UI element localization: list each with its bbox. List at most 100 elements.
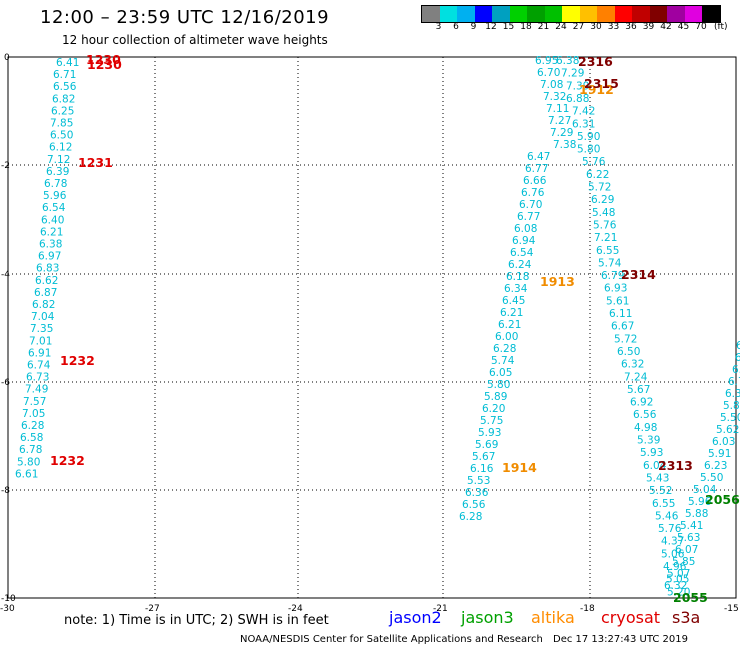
wave-height-value: 6.34	[504, 283, 528, 295]
wave-height-value: 5.72	[588, 182, 611, 194]
wave-height-value: 7.42	[572, 106, 595, 118]
satellite-legend-item: cryosat	[601, 608, 661, 627]
page-subtitle: 12 hour collection of altimeter wave hei…	[62, 33, 328, 47]
wave-height-value: 6.36	[465, 487, 489, 499]
color-scale-label: 15	[502, 22, 515, 32]
pass-time-label: 1913	[540, 274, 575, 289]
wave-height-value: 5.76	[582, 156, 606, 168]
wave-height-value: 6.54	[510, 247, 534, 259]
wave-height-value: 5.67	[472, 451, 495, 463]
wave-height-value: 5.43	[646, 472, 669, 484]
pass-time-label: 1232	[50, 453, 85, 468]
wave-height-value: 6.66	[523, 175, 547, 187]
wave-height-value: 5.72	[614, 333, 637, 345]
color-scale-label: 21	[537, 22, 550, 32]
wave-height-value: 6.91	[28, 347, 51, 359]
color-swatch	[509, 6, 527, 22]
wave-height-value: 6.29	[591, 194, 614, 206]
wave-height-value: 6.74	[27, 360, 51, 372]
wave-height-value: 6.97	[38, 251, 61, 263]
wave-height-value: 5.80	[17, 456, 40, 468]
x-tick-label: -27	[145, 604, 160, 614]
wave-height-value: 6.28	[21, 420, 44, 432]
wave-height-value: 5.80	[577, 144, 600, 156]
color-swatch	[667, 6, 685, 22]
satellite-legend-item: jason2	[389, 608, 442, 627]
wave-height-value: 5.76	[658, 523, 682, 535]
x-tick-label: -15	[724, 604, 739, 614]
wave-height-value: 4.37	[661, 536, 684, 548]
pass-time-label: 2055	[673, 590, 708, 605]
wave-height-value: 6.45	[502, 295, 525, 307]
wave-height-value: 5.52	[649, 485, 672, 497]
wave-height-value: 6.78	[19, 444, 42, 456]
wave-height-value: 7.05	[22, 408, 45, 420]
x-tick-label: -18	[580, 604, 595, 614]
wave-height-value: 6.40	[41, 214, 64, 226]
wave-height-value: 5.05	[666, 574, 689, 586]
wave-height-value: 6.54	[42, 202, 66, 214]
wave-height-value: 5.96	[688, 496, 712, 508]
color-swatch	[632, 6, 650, 22]
wave-height-value: 6.56	[53, 81, 77, 93]
color-scale-label: 9	[470, 22, 477, 32]
wave-height-value: 6.25	[51, 105, 74, 117]
wave-height-value: 6.47	[527, 151, 550, 163]
x-tick-label: -24	[288, 604, 303, 614]
color-scale-label: 42	[660, 22, 672, 32]
wave-height-value: 6.56	[462, 499, 486, 511]
wave-height-value: 5.93	[478, 427, 501, 439]
wave-height-value: 5.85	[723, 400, 740, 412]
pass-time-label: 2316	[578, 54, 613, 69]
color-scale-label: 27	[572, 22, 585, 32]
wave-height-value: 6.55	[596, 245, 619, 257]
y-tick-label: -6	[1, 378, 10, 388]
wave-height-value: 6.67	[611, 321, 634, 333]
wave-height-value: 6.93	[604, 283, 627, 295]
wave-height-value: 7.01	[29, 335, 52, 347]
color-swatch	[474, 6, 492, 22]
wave-height-value: 6.73	[26, 372, 49, 384]
wave-height-value: 5.91	[708, 448, 731, 460]
color-scale-label: 39	[642, 22, 655, 32]
wave-height-value: 7.32	[543, 91, 566, 103]
pass-time-label: 2056	[705, 492, 740, 507]
wave-height-value: 6.24	[508, 259, 532, 271]
wave-height-value: 6.18	[506, 271, 529, 283]
color-swatch	[562, 6, 580, 22]
wave-height-value: 6.39	[46, 166, 69, 178]
wave-height-value: 6.08	[514, 223, 537, 235]
wave-height-value: 7.38	[553, 139, 576, 151]
color-scale-label: 45	[677, 22, 690, 32]
wave-height-value: 6.32	[664, 580, 687, 592]
wave-height-value: 7.21	[594, 232, 617, 244]
y-tick-label: -10	[1, 594, 16, 604]
wave-height-value: 5.74	[598, 257, 622, 269]
pass-time-label: 2315	[584, 76, 619, 91]
wave-height-value: 6.56	[633, 409, 657, 421]
units-note: note: 1) Time is in UTC; 2) SWH is in fe…	[64, 613, 329, 628]
wave-height-value: 5.50	[700, 472, 723, 484]
wave-height-value: 5.96	[43, 190, 67, 202]
color-swatch	[614, 6, 632, 22]
wave-height-value: 6.16	[470, 463, 494, 475]
wave-height-value: 6.41	[56, 57, 79, 69]
wave-height-value: 6.28	[459, 511, 482, 523]
wave-height-value: 6.82	[32, 299, 55, 311]
wave-height-value: 7.08	[540, 79, 563, 91]
wave-height-value: 6.87	[34, 287, 57, 299]
wave-height-value: 7.85	[50, 118, 73, 130]
pass-time-label: 1232	[60, 353, 95, 368]
color-swatch	[579, 6, 597, 22]
wave-height-value: 6.94	[512, 235, 536, 247]
wave-height-value: 6.07	[675, 544, 698, 556]
wave-height-value: 5.76	[593, 219, 617, 231]
wave-height-value: 6.04	[643, 460, 667, 472]
wave-height-value: 6.95	[535, 55, 558, 67]
wave-height-value: 6.70	[537, 67, 560, 79]
wave-height-value: 4.98	[634, 422, 657, 434]
wave-height-value: 7.49	[25, 384, 48, 396]
satellite-legend-item: s3a	[672, 608, 701, 627]
color-scale-label: 36	[625, 22, 637, 32]
